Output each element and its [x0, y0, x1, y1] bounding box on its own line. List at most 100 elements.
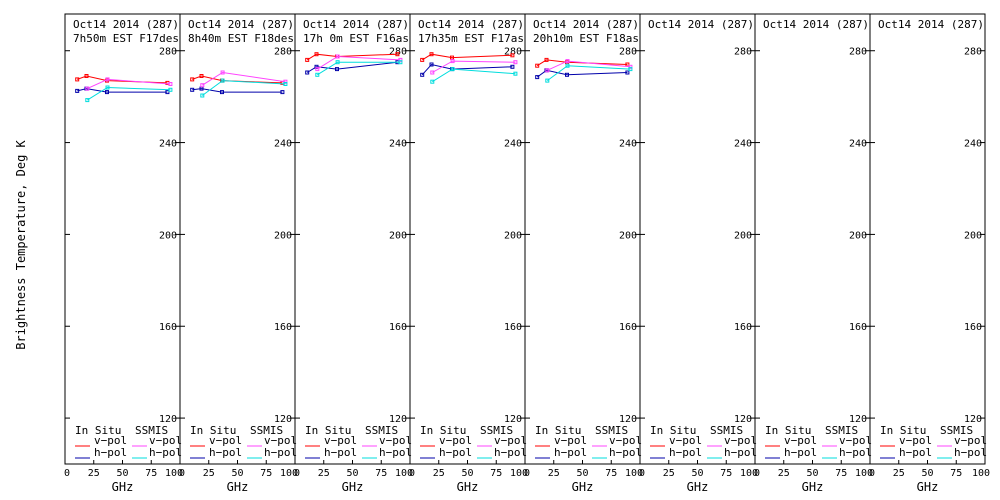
- y-tick-label: 240: [849, 139, 867, 150]
- legend-ssmis-h-label: h−pol: [494, 446, 527, 459]
- legend-insitu-v-label: v−pol: [439, 434, 472, 447]
- series-ssmis_v-line: [547, 60, 631, 71]
- x-tick-label: 75: [260, 468, 272, 479]
- y-tick-label: 200: [619, 230, 637, 241]
- legend-ssmis-h-label: h−pol: [149, 446, 182, 459]
- x-axis-label: GHz: [457, 480, 479, 494]
- series-ssmis_h-line: [547, 65, 631, 82]
- series-ssmis_h-line: [87, 86, 171, 101]
- x-tick-label: 25: [433, 468, 445, 479]
- legend-in-situ-heading: In Situ: [535, 424, 581, 437]
- y-tick-label: 200: [159, 230, 177, 241]
- legend-ssmis-h-label: h−pol: [609, 446, 642, 459]
- x-tick-label: 75: [605, 468, 617, 479]
- x-tick-label: 0: [64, 468, 70, 479]
- series-ssmis_h-point: [283, 82, 288, 86]
- series-ssmis_h-point: [565, 63, 570, 68]
- legend-in-situ-heading: In Situ: [880, 424, 926, 437]
- x-tick-label: 25: [893, 468, 905, 479]
- y-tick-label: 280: [964, 47, 982, 58]
- series-ssmis_v-point: [450, 59, 455, 64]
- y-tick-label: 120: [849, 414, 867, 425]
- legend-insitu-v-label: v−pol: [669, 434, 702, 447]
- y-tick-label: 120: [274, 414, 292, 425]
- panel-3: Oct14 2014 (287)17h 0m EST F16asc 120 160 2…: [294, 13, 416, 494]
- legend-insitu-v-label: v−pol: [209, 434, 242, 447]
- legend-insitu-v-label: v−pol: [94, 434, 127, 447]
- series-insitu_h-line: [536, 69, 628, 78]
- panel-date-title: Oct14 2014 (287): [303, 18, 409, 31]
- series-insitu_h-point: [220, 90, 224, 95]
- series-ssmis_v-line: [432, 60, 516, 73]
- x-axis-label: GHz: [802, 480, 824, 494]
- legend-in-situ-heading: In Situ: [420, 424, 466, 437]
- series-ssmis_v-point: [283, 79, 288, 84]
- series-insitu_h-point: [420, 72, 425, 77]
- series-insitu_h-point: [314, 64, 319, 69]
- x-axis-label: GHz: [227, 480, 249, 494]
- legend-ssmis-heading: SSMIS: [250, 424, 283, 437]
- x-tick-label: 75: [835, 468, 847, 479]
- series-ssmis_v-line: [87, 78, 171, 90]
- panel-1: Oct14 2014 (287)7h50m EST F17des 120 160 20…: [64, 13, 183, 494]
- panel-pass-title: 20h10m EST F18asc: [533, 32, 646, 45]
- series-ssmis_h-point: [430, 79, 435, 84]
- x-tick-label: 0: [179, 468, 185, 479]
- panel-7: Oct14 2014 (287) 120 160 200 240 280 0 25 50 75 10…: [754, 13, 873, 494]
- series-ssmis_v-point: [545, 68, 550, 73]
- y-tick-label: 160: [274, 322, 292, 333]
- series-insitu_v-point: [510, 53, 515, 58]
- x-tick-label: 25: [203, 468, 215, 479]
- y-tick-label: 200: [734, 230, 752, 241]
- x-tick-label: 50: [346, 468, 358, 479]
- legend-ssmis-h-label: h−pol: [264, 446, 297, 459]
- series-ssmis_h-line: [317, 61, 401, 76]
- y-tick-label: 280: [734, 47, 752, 58]
- x-tick-label: 0: [869, 468, 875, 479]
- series-insitu_v-point: [535, 63, 540, 68]
- series-insitu_h-line: [421, 63, 513, 76]
- legend-in-situ-heading: In Situ: [75, 424, 121, 437]
- x-tick-label: 100: [395, 468, 413, 479]
- legend-ssmis-v-label: v−pol: [264, 434, 297, 447]
- x-tick-label: 100: [165, 468, 183, 479]
- series-insitu_v-point: [84, 74, 89, 78]
- series-ssmis_v-point: [105, 77, 110, 82]
- series-insitu_v-point: [429, 52, 434, 57]
- series-ssmis_v-point: [315, 67, 320, 72]
- panel-date-title: Oct14 2014 (287): [648, 18, 754, 31]
- y-tick-label: 120: [389, 414, 407, 425]
- legend-ssmis-heading: SSMIS: [135, 424, 168, 437]
- legend-insitu-h-label: h−pol: [669, 446, 702, 459]
- series-insitu_v-point: [199, 74, 204, 78]
- legend-ssmis-heading: SSMIS: [825, 424, 858, 437]
- legend-insitu-v-label: v−pol: [554, 434, 587, 447]
- series-ssmis_h-point: [85, 98, 90, 103]
- x-axis-label: GHz: [687, 480, 709, 494]
- series-ssmis_h-point: [398, 60, 403, 65]
- y-tick-label: 200: [849, 230, 867, 241]
- x-tick-label: 0: [754, 468, 760, 479]
- panel-pass-title: 7h50m EST F17des: [73, 32, 179, 45]
- y-tick-label: 120: [504, 414, 522, 425]
- legend-insitu-v-label: v−pol: [324, 434, 357, 447]
- y-tick-label: 240: [274, 139, 292, 150]
- legend-insitu-h-label: h−pol: [94, 446, 127, 459]
- y-tick-label: 200: [389, 230, 407, 241]
- panel-2: Oct14 2014 (287)8h40m EST F18des 120 160 20…: [179, 13, 298, 494]
- x-tick-label: 75: [145, 468, 157, 479]
- y-tick-label: 120: [619, 414, 637, 425]
- panel-pass-title: 17h 0m EST F16asc: [303, 32, 416, 45]
- series-insitu_v-line: [306, 53, 398, 61]
- x-tick-label: 100: [625, 468, 643, 479]
- series-insitu_v-point: [305, 57, 310, 62]
- series-insitu_h-point: [190, 87, 195, 92]
- y-tick-label: 160: [159, 322, 177, 333]
- series-insitu_h-line: [192, 88, 283, 93]
- y-tick-label: 240: [159, 139, 177, 150]
- legend-ssmis-v-label: v−pol: [609, 434, 642, 447]
- x-tick-label: 50: [231, 468, 243, 479]
- series-ssmis_v-point: [85, 86, 90, 91]
- y-tick-label: 160: [389, 322, 407, 333]
- x-axis-label: GHz: [112, 480, 134, 494]
